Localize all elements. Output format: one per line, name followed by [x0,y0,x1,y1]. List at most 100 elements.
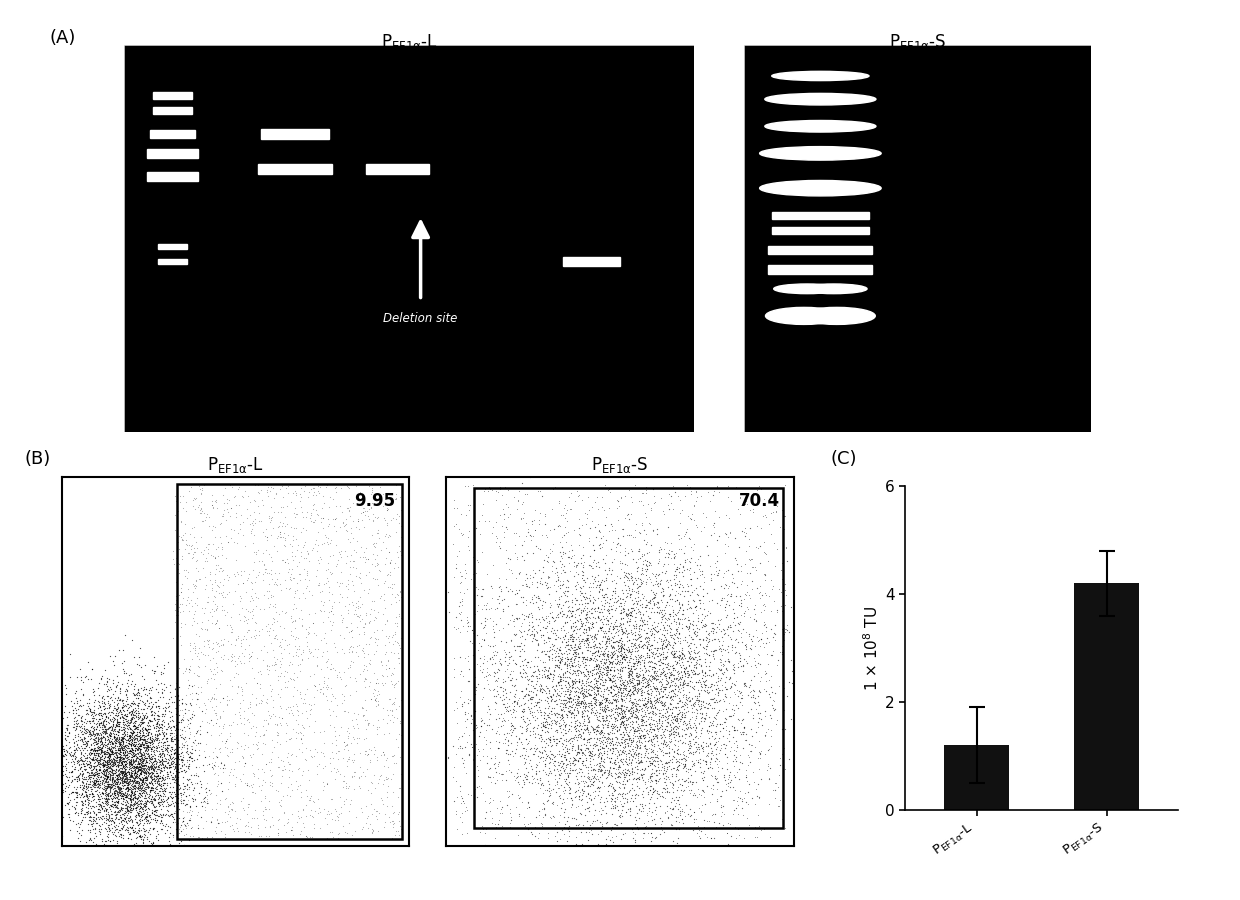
Point [120,801,140,815]
Point [67,670,87,685]
Point [350,487,370,501]
Point [662,769,682,783]
Point [182,652,202,667]
Point [343,719,363,733]
Point [765,493,785,508]
Point [665,576,684,590]
Point [776,588,796,602]
Point [739,552,759,566]
Point [526,669,546,683]
Point [724,656,744,670]
Point [589,762,609,777]
Point [72,734,92,748]
Point [630,654,650,669]
Point [703,714,723,728]
Point [621,734,641,749]
Point [356,568,376,582]
Point [448,716,467,730]
Point [145,788,165,802]
Point [625,590,645,605]
Point [691,700,711,715]
Point [84,775,104,789]
Point [315,527,335,542]
Point [693,617,713,632]
Point [112,775,131,789]
Point [213,704,233,718]
Point [595,704,615,718]
Point [124,723,144,737]
Point [503,695,523,709]
Point [692,721,712,735]
Point [100,728,120,742]
Point [272,530,291,544]
Point [518,693,538,707]
Point [624,699,644,714]
Point [590,662,610,676]
Point [475,483,495,498]
Point [73,797,93,812]
Point [475,617,495,632]
Point [572,729,591,743]
Point [686,599,706,614]
Point [670,806,689,820]
Point [108,696,128,710]
Point [125,776,145,790]
Point [300,646,320,661]
Point [367,719,387,733]
Point [619,732,639,746]
Point [126,749,146,763]
Point [512,538,532,553]
Point [668,773,688,788]
Point [83,688,103,702]
Point [151,748,171,762]
Point [688,614,708,628]
Point [627,590,647,604]
Point [572,738,591,752]
Point [590,755,610,770]
Point [632,769,652,783]
Point [489,766,508,780]
Point [675,489,694,503]
Point [123,799,143,814]
Point [72,797,92,812]
Point [653,617,673,632]
Point [122,633,141,647]
Point [108,804,128,818]
Point [573,758,593,772]
Point [466,554,486,568]
Point [242,522,262,536]
Point [280,700,300,715]
Point [305,516,325,530]
Point [124,789,144,804]
Point [644,733,663,747]
Point [100,729,120,743]
Point [626,673,646,688]
Point [84,742,104,757]
Point [244,616,264,630]
Point [255,522,275,536]
Point [107,716,126,731]
Point [613,730,632,744]
Point [122,707,141,722]
Point [629,781,649,796]
Point [706,737,725,751]
Point [668,762,688,777]
Point [647,526,667,541]
Point [662,802,682,816]
Point [234,717,254,732]
Point [348,608,368,623]
Point [476,602,496,616]
Point [568,753,588,768]
Point [613,698,632,713]
Point [257,618,277,633]
Point [513,709,533,724]
Point [109,784,129,798]
Point [485,695,505,709]
Point [191,502,211,517]
Point [735,653,755,668]
Point [167,600,187,615]
Point [481,682,501,697]
Point [133,774,153,788]
Point [557,684,577,698]
Point [120,777,140,791]
